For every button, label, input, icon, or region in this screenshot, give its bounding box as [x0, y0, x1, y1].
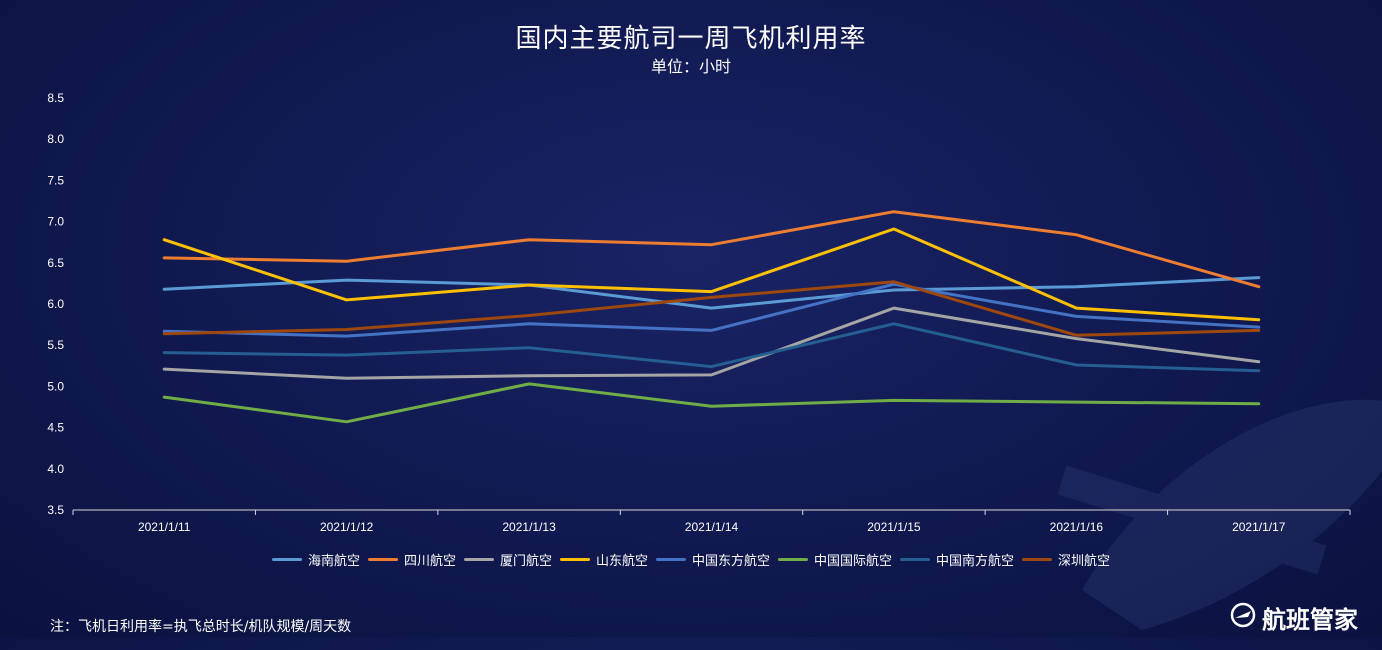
legend-label: 海南航空 — [307, 554, 360, 569]
legend-swatch — [656, 558, 686, 561]
y-tick-label: 5.5 — [47, 338, 64, 352]
legend-label: 四川航空 — [403, 554, 456, 569]
chart-legend: 海南航空 四川航空 厦门航空 山东航空 中国东方航空 中国国际航空 中国南方航空 深圳航空 — [0, 550, 1382, 569]
legend-label: 中国国际航空 — [814, 554, 893, 569]
legend-swatch — [900, 558, 931, 561]
x-tick-label: 2021/1/17 — [1232, 520, 1286, 534]
x-tick-label: 2021/1/11 — [138, 520, 191, 534]
series-line — [162, 276, 1261, 310]
legend-item: 中国南方航空 — [900, 550, 1014, 569]
x-tick-label: 2021/1/13 — [502, 520, 556, 534]
series-line — [162, 382, 1261, 424]
x-tick-label: 2021/1/14 — [685, 520, 739, 534]
y-tick-label: 4.0 — [47, 462, 64, 476]
legend-item: 厦门航空 — [463, 550, 552, 569]
legend-swatch — [271, 558, 302, 561]
legend-swatch — [778, 558, 809, 561]
x-tick-label: 2021/1/15 — [867, 520, 921, 534]
series-line — [162, 280, 1261, 337]
legend-item: 深圳航空 — [1022, 550, 1110, 569]
legend-item: 四川航空 — [367, 550, 456, 569]
y-tick-label: 7.5 — [47, 173, 64, 187]
x-tick-label: 2021/1/16 — [1050, 520, 1104, 534]
series-line — [162, 210, 1261, 289]
legend-swatch — [463, 558, 494, 561]
y-tick-label: 3.5 — [47, 503, 64, 517]
legend-item: 中国国际航空 — [778, 550, 892, 569]
y-tick-label: 4.5 — [47, 421, 64, 435]
legend-item: 海南航空 — [271, 550, 360, 569]
legend-label: 厦门航空 — [499, 554, 552, 569]
legend-swatch — [1022, 558, 1053, 561]
brand-name: 航班管家 — [1262, 606, 1358, 634]
brand-logo: 航班管家 — [1230, 600, 1358, 635]
chart-title: 国内主要航司一周飞机利用率 — [515, 24, 867, 54]
series-line — [162, 306, 1261, 380]
series-line — [162, 322, 1261, 373]
legend-label: 中国东方航空 — [692, 554, 771, 569]
y-tick-label: 5.0 — [47, 379, 64, 393]
legend-label: 山东航空 — [595, 554, 648, 569]
footnote: 注：飞机日利用率=执飞总时长/机队规模/周天数 — [50, 619, 352, 635]
y-tick-label: 7.0 — [47, 215, 64, 229]
legend-label: 中国南方航空 — [936, 554, 1015, 569]
legend-item: 中国东方航空 — [656, 550, 770, 569]
legend-item: 山东航空 — [559, 550, 648, 569]
series-line — [162, 282, 1261, 338]
legend-swatch — [367, 558, 398, 561]
y-tick-label: 6.0 — [47, 297, 64, 311]
y-tick-label: 8.0 — [47, 132, 64, 146]
series-line — [162, 227, 1261, 322]
legend-label: 深圳航空 — [1058, 554, 1111, 569]
y-tick-label: 6.5 — [47, 256, 64, 270]
chart-subtitle: 单位：小时 — [650, 57, 731, 76]
plane-globe-icon — [1230, 602, 1256, 634]
x-tick-label: 2021/1/12 — [320, 520, 374, 534]
background-logo-watermark — [1057, 399, 1382, 630]
y-tick-label: 8.5 — [47, 91, 64, 105]
legend-swatch — [559, 558, 590, 561]
